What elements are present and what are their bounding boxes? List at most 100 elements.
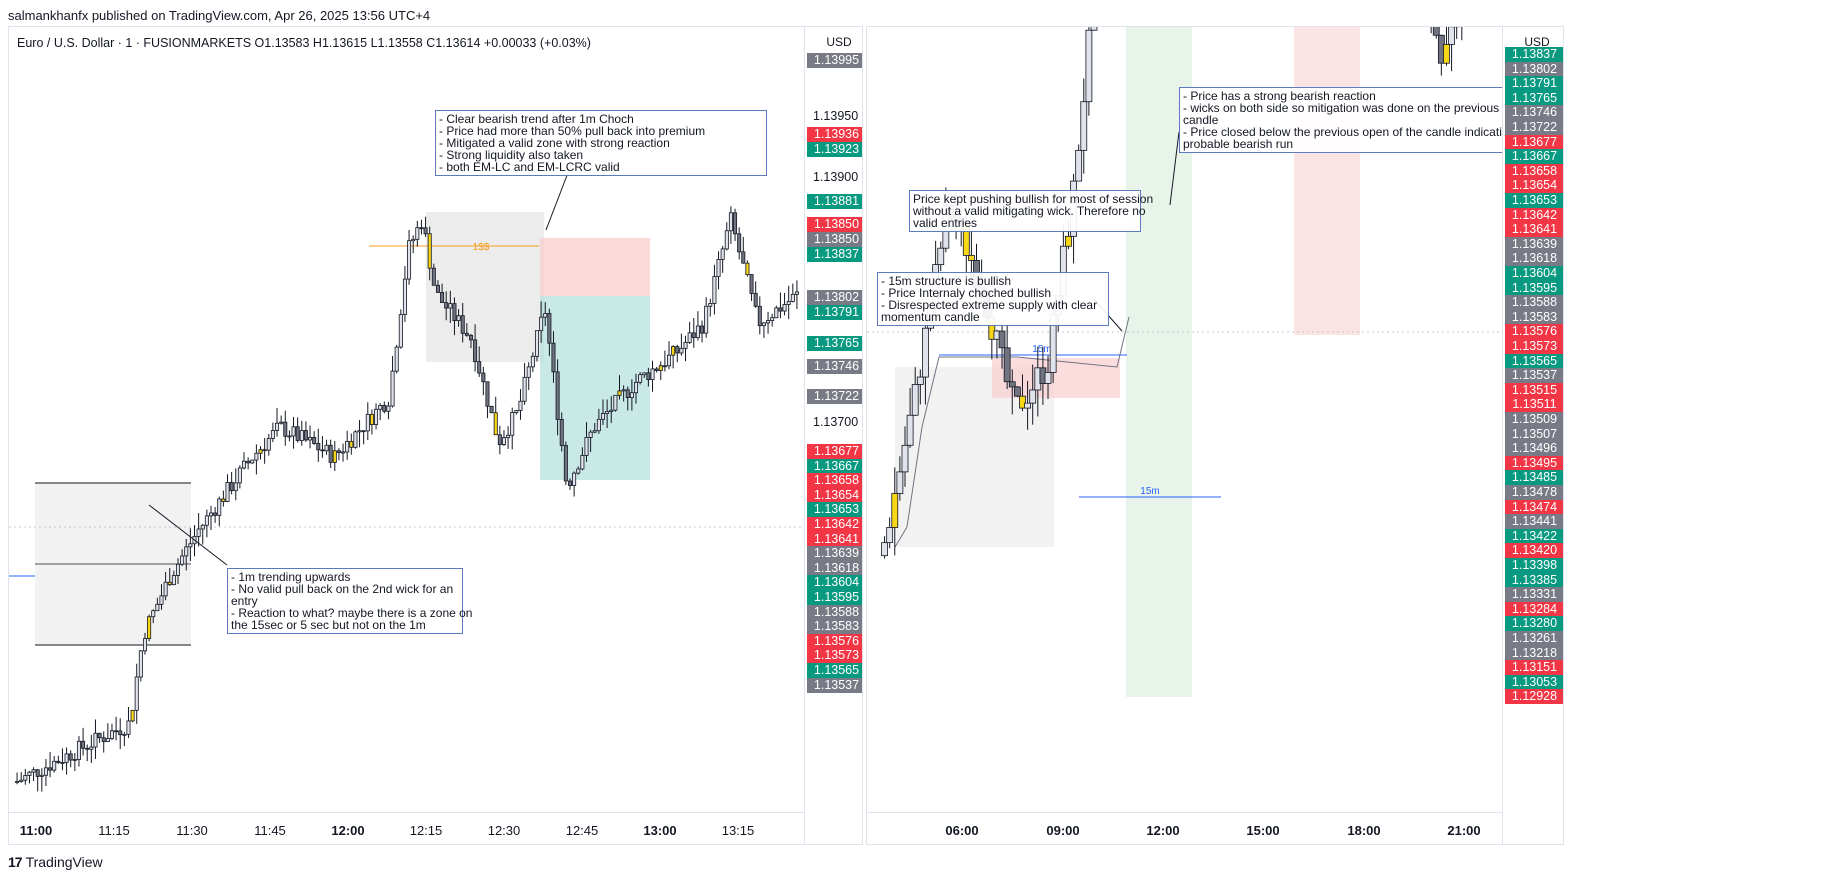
bullish-push-note[interactable]: Price kept pushing bullish for most of s… bbox=[909, 190, 1153, 232]
candle-body bbox=[526, 366, 531, 378]
candle-body bbox=[242, 460, 247, 469]
price-axis-badge: 1.13642 bbox=[1505, 207, 1563, 223]
candle-body bbox=[1085, 29, 1093, 103]
candle-body bbox=[514, 410, 519, 413]
left-price-axis[interactable]: USD 1.13995 1.13936 1.13923 1.13881 1.13850 1… bbox=[804, 27, 862, 844]
left-candlestick-chart[interactable]: 1$$ bbox=[9, 27, 804, 812]
price-axis-badge: 1.13385 bbox=[1505, 572, 1563, 588]
candle-body bbox=[506, 434, 511, 439]
premium-zone bbox=[426, 212, 544, 362]
candle-body bbox=[481, 372, 486, 383]
candle-body bbox=[749, 274, 754, 294]
price-axis-badge: 1.13576 bbox=[807, 633, 862, 649]
candle-body bbox=[501, 437, 506, 445]
candle-body bbox=[1024, 402, 1031, 409]
candle-body bbox=[233, 482, 238, 492]
candle-body bbox=[1432, 27, 1440, 36]
candle-body bbox=[270, 430, 275, 439]
candle-body bbox=[97, 732, 102, 739]
time-tick-label: 12:30 bbox=[487, 823, 521, 838]
candle-body bbox=[596, 418, 601, 432]
candle-body bbox=[1065, 235, 1072, 247]
price-axis-badge: 1.13588 bbox=[807, 604, 862, 620]
candle-body bbox=[204, 515, 209, 526]
note-line: entry bbox=[231, 594, 258, 608]
time-tick-label: 11:30 bbox=[176, 823, 208, 838]
price-axis-badge: 1.13850 bbox=[807, 232, 862, 247]
price-tick-label: 1.13950 bbox=[813, 109, 859, 123]
candle-body bbox=[448, 303, 453, 309]
note-line: probable bearish run bbox=[1183, 137, 1294, 151]
price-axis-badge: 1.13791 bbox=[807, 305, 862, 320]
price-axis-badge: 1.13573 bbox=[1505, 339, 1563, 354]
note-line: - wicks on both side so mitigation was d… bbox=[1183, 101, 1537, 115]
candle-body bbox=[361, 430, 366, 433]
candle-body bbox=[613, 394, 618, 411]
candle-body bbox=[415, 227, 420, 240]
candle-body bbox=[916, 376, 924, 385]
note-line: - No valid pull back on the 2nd wick for… bbox=[231, 582, 454, 596]
candle-body bbox=[782, 304, 787, 312]
candle-body bbox=[650, 368, 655, 381]
time-tick-label: 11:15 bbox=[98, 823, 130, 838]
candle-body bbox=[81, 740, 86, 749]
price-axis-badge: 1.13604 bbox=[807, 575, 862, 591]
candle-body bbox=[522, 376, 527, 402]
candle-body bbox=[753, 293, 758, 307]
candle-body bbox=[431, 267, 436, 286]
left-chart-pane[interactable]: 1$$ Euro / U.S. Dollar · 1 · FUSIONMARKE… bbox=[8, 26, 863, 845]
right-chart-pane[interactable]: 15m 15m - Price has a strong bearish reac… bbox=[866, 26, 1564, 845]
candle-body bbox=[48, 767, 53, 771]
candle-body bbox=[733, 212, 738, 235]
candle-body bbox=[638, 374, 643, 383]
note-line: the 15sec or 5 sec but not on the 1m bbox=[231, 618, 426, 632]
left-time-axis[interactable]: 11:00 11:15 11:30 11:45 12:00 12:15 12:30 12:45… bbox=[9, 812, 804, 844]
candle-body bbox=[341, 451, 346, 454]
candle-body bbox=[695, 325, 700, 339]
note-line: - Mitigated a valid zone with strong rea… bbox=[439, 136, 670, 150]
candle-body bbox=[19, 779, 24, 782]
candle-body bbox=[629, 392, 634, 398]
note-line: valid entries bbox=[913, 216, 978, 230]
right-price-axis[interactable]: USD 1.13837 1.13802 1.13791 1.13765 1.13746 1… bbox=[1502, 27, 1563, 844]
uptrend-note[interactable]: - 1m trending upwards - No valid pull ba… bbox=[227, 568, 472, 634]
candle-body bbox=[671, 346, 676, 356]
currency-label[interactable]: USD bbox=[826, 35, 852, 49]
right-time-axis[interactable]: 06:00 09:00 12:00 15:00 18:00 21:00 bbox=[867, 812, 1502, 844]
candle-body bbox=[539, 316, 544, 332]
candle-body bbox=[911, 384, 919, 416]
candle-body bbox=[468, 334, 473, 341]
tradingview-footer[interactable]: 17 TradingView bbox=[8, 854, 103, 870]
bearish-trend-note[interactable]: - Clear bearish trend after 1m Choch - P… bbox=[435, 110, 767, 176]
candle-body bbox=[477, 361, 482, 374]
price-axis-badge: 1.13261 bbox=[1505, 631, 1563, 646]
right-candlestick-chart[interactable]: 15m 15m bbox=[867, 27, 1502, 812]
candle-body bbox=[497, 434, 502, 445]
candle-body bbox=[200, 524, 205, 530]
candle-body bbox=[180, 555, 185, 565]
structure-note[interactable]: - 15m structure is bullish - Price Inter… bbox=[877, 272, 1109, 326]
candle-body bbox=[221, 498, 226, 502]
sell-zone bbox=[540, 238, 650, 296]
candle-body bbox=[460, 315, 465, 334]
candle-body bbox=[473, 339, 478, 363]
price-axis-badge: 1.13746 bbox=[807, 359, 862, 374]
candle-body bbox=[790, 293, 795, 302]
currency-label[interactable]: USD bbox=[1524, 35, 1550, 49]
candle-body bbox=[52, 760, 57, 771]
candle-body bbox=[365, 413, 370, 432]
label-15m: 15m bbox=[1032, 344, 1051, 355]
candle-body bbox=[76, 740, 81, 760]
price-axis-badge: 1.13218 bbox=[1505, 645, 1563, 661]
candle-body bbox=[662, 365, 667, 368]
bearish-reaction-note[interactable]: - Price has a strong bearish reaction - … bbox=[1179, 87, 1537, 153]
candle-body bbox=[423, 227, 428, 235]
candle-body bbox=[658, 365, 663, 371]
note-line: - Clear bearish trend after 1m Choch bbox=[439, 112, 634, 126]
candle-body bbox=[737, 233, 742, 253]
candle-body bbox=[543, 313, 548, 318]
ribbon-line bbox=[894, 316, 1130, 548]
price-axis-badge: 1.13923 bbox=[807, 142, 862, 157]
candle-body bbox=[85, 747, 90, 750]
candle-body bbox=[440, 292, 445, 304]
